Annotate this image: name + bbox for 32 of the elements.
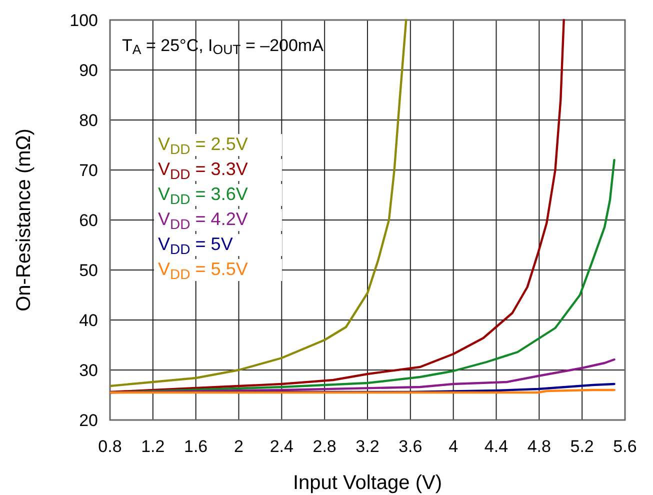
y-tick-label: 90 (79, 61, 98, 80)
x-tick-label: 0.8 (98, 437, 122, 456)
text: V$_{DD}$ = 4.2V (158, 209, 248, 232)
x-tick-label: 1.6 (184, 437, 208, 456)
text: V$_{DD}$ = 3.3V (158, 159, 248, 182)
x-tick-label: 5.2 (570, 437, 594, 456)
line-series (110, 18, 408, 388)
text: V$_{DD}$ = 5.5V (158, 259, 248, 282)
y-tick-label: 40 (79, 311, 98, 330)
x-tick-label: 2.4 (270, 437, 294, 456)
x-axis-title: Input Voltage (V) (293, 472, 442, 494)
y-tick-label: 30 (79, 361, 98, 380)
x-tick-label: 3.2 (356, 437, 380, 456)
y-tick-label: 20 (79, 411, 98, 430)
x-tick-label: 2 (234, 437, 244, 456)
text: V$_{DD}$ = 5V (158, 234, 233, 256)
y-tick-label: 80 (79, 111, 98, 130)
x-tick-label: 3.6 (398, 437, 422, 456)
y-tick-label: 70 (79, 161, 98, 180)
x-tick-label: 4 (448, 437, 458, 456)
x-tick-label: 4.8 (527, 437, 551, 456)
x-tick-label: 5.6 (613, 437, 637, 456)
text: V$_{DD}$ = 3.6V (158, 184, 248, 206)
x-tick-label: 1.2 (141, 437, 165, 456)
y-tick-label: 100 (70, 11, 98, 30)
y-tick-label: 60 (79, 211, 98, 230)
y-axis-title: On-Resistance (mΩ) (13, 128, 35, 312)
text: V$_{DD}$ = 2.5V (158, 134, 248, 156)
line-series (110, 18, 565, 394)
x-tick-label: 4.4 (484, 437, 508, 456)
y-tick-label: 50 (79, 261, 98, 280)
x-tick-label: 2.8 (312, 437, 336, 456)
